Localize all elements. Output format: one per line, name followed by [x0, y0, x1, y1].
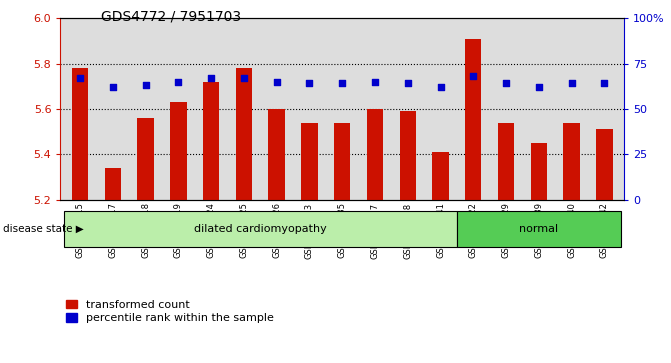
Bar [268, 109, 285, 200]
FancyBboxPatch shape [64, 211, 457, 247]
Bar [596, 129, 613, 200]
Bar [367, 109, 383, 200]
Bar [72, 68, 89, 200]
Point [501, 81, 511, 86]
Point [140, 82, 151, 88]
Point [468, 73, 478, 79]
Bar [465, 38, 482, 200]
Bar [531, 143, 547, 200]
Point [435, 84, 446, 90]
Bar [236, 68, 252, 200]
Legend: transformed count, percentile rank within the sample: transformed count, percentile rank withi… [66, 299, 274, 323]
Text: normal: normal [519, 224, 558, 234]
Point [173, 79, 184, 85]
Bar [203, 82, 219, 200]
Bar [564, 123, 580, 200]
Point [206, 75, 217, 81]
Bar [105, 168, 121, 200]
Point [533, 84, 544, 90]
Point [599, 81, 610, 86]
Text: GDS4772 / 7951703: GDS4772 / 7951703 [101, 9, 241, 23]
Text: dilated cardiomyopathy: dilated cardiomyopathy [194, 224, 327, 234]
Bar [334, 123, 350, 200]
Bar [170, 102, 187, 200]
Bar [138, 118, 154, 200]
FancyBboxPatch shape [457, 211, 621, 247]
Bar [399, 111, 416, 200]
Point [370, 79, 380, 85]
Point [403, 81, 413, 86]
Bar [432, 152, 449, 200]
Point [107, 84, 118, 90]
Point [304, 81, 315, 86]
Point [566, 81, 577, 86]
Point [74, 75, 85, 81]
Bar [301, 123, 317, 200]
Text: disease state ▶: disease state ▶ [3, 224, 84, 234]
Point [238, 75, 249, 81]
Point [337, 81, 348, 86]
Point [271, 79, 282, 85]
Bar [498, 123, 514, 200]
